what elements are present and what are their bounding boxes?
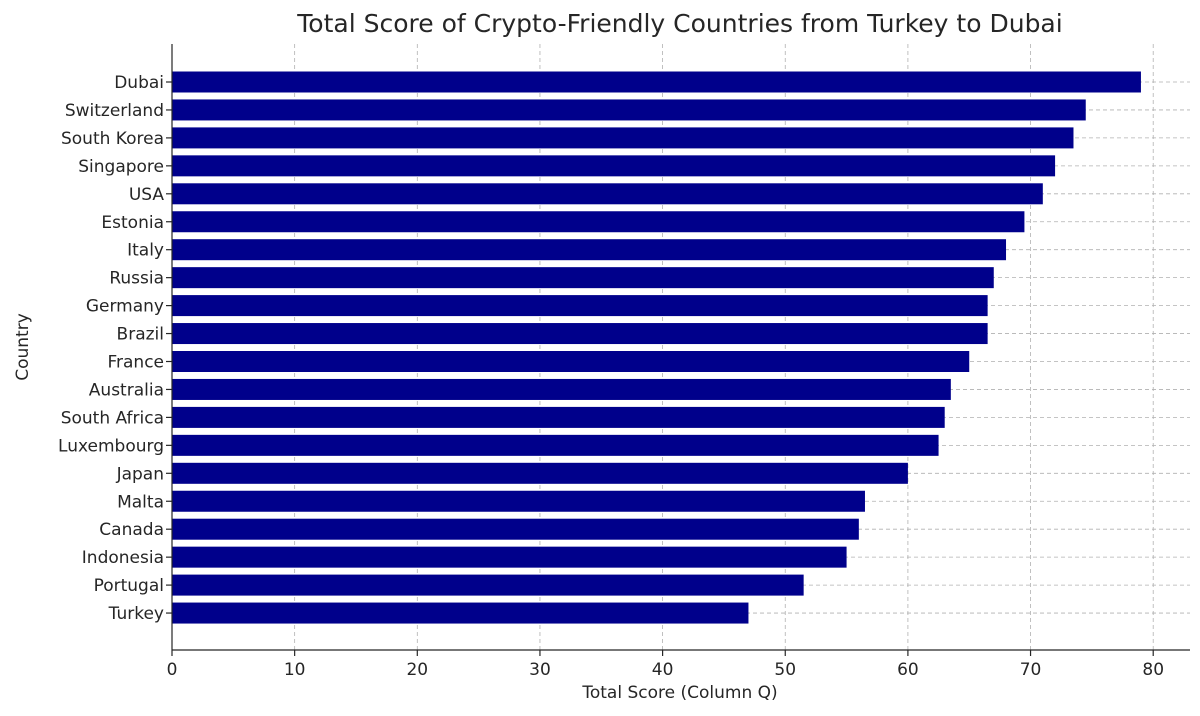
x-tick-label: 30 xyxy=(529,660,551,680)
axes xyxy=(171,44,1190,651)
bar xyxy=(172,183,1043,205)
bar xyxy=(172,323,988,345)
y-tick-label: Switzerland xyxy=(65,101,164,121)
y-tick-label: Estonia xyxy=(101,213,164,233)
bar xyxy=(172,406,945,428)
y-tick-label: Indonesia xyxy=(82,548,164,568)
y-tick-label: Malta xyxy=(117,492,164,512)
x-tick-label: 40 xyxy=(652,660,674,680)
y-tick-label: Turkey xyxy=(108,604,164,624)
x-axis-label: Total Score (Column Q) xyxy=(581,683,777,703)
x-tick-label: 0 xyxy=(167,660,178,680)
y-tick-label: Australia xyxy=(89,380,164,400)
x-tick-label: 60 xyxy=(897,660,919,680)
bar xyxy=(172,155,1056,177)
y-tick-label: USA xyxy=(129,185,165,205)
y-tick-label: Dubai xyxy=(114,73,164,93)
chart-title: Total Score of Crypto-Friendly Countries… xyxy=(296,9,1062,38)
bar xyxy=(172,574,804,596)
x-tick-label: 20 xyxy=(406,660,428,680)
y-ticks: Dubai Switzerland South Korea Singapore USA E… xyxy=(58,73,172,624)
bars xyxy=(172,71,1141,624)
bar xyxy=(172,211,1025,233)
y-tick-label: Brazil xyxy=(117,325,164,345)
y-tick-label: Canada xyxy=(99,520,164,540)
y-tick-label: Germany xyxy=(86,297,164,317)
x-ticks: 0 10 20 30 40 50 60 70 80 xyxy=(167,650,1164,680)
bar xyxy=(172,351,970,372)
y-tick-label: Portugal xyxy=(94,576,164,596)
bar xyxy=(172,462,908,484)
y-tick-label: Singapore xyxy=(78,157,164,177)
bar xyxy=(172,546,847,568)
y-tick-label: France xyxy=(107,353,164,373)
x-tick-label: 50 xyxy=(774,660,796,680)
x-tick-label: 10 xyxy=(284,660,306,680)
y-tick-label: Italy xyxy=(127,241,164,261)
bar xyxy=(172,378,951,400)
bar xyxy=(172,490,865,512)
y-tick-label: South Africa xyxy=(61,408,164,428)
bar xyxy=(172,71,1141,93)
bar xyxy=(172,99,1086,121)
bar xyxy=(172,239,1007,261)
bar xyxy=(172,267,994,289)
y-tick-label: Japan xyxy=(116,464,164,484)
y-tick-label: Russia xyxy=(109,269,164,289)
y-axis-label: Country xyxy=(13,313,33,381)
x-tick-label: 80 xyxy=(1142,660,1164,680)
bar xyxy=(172,127,1074,149)
y-tick-label: Luxembourg xyxy=(58,436,164,456)
bar xyxy=(172,295,988,317)
bar xyxy=(172,518,859,540)
x-tick-label: 70 xyxy=(1020,660,1042,680)
bar xyxy=(172,434,939,456)
bar xyxy=(172,602,749,624)
y-tick-label: South Korea xyxy=(61,129,164,149)
